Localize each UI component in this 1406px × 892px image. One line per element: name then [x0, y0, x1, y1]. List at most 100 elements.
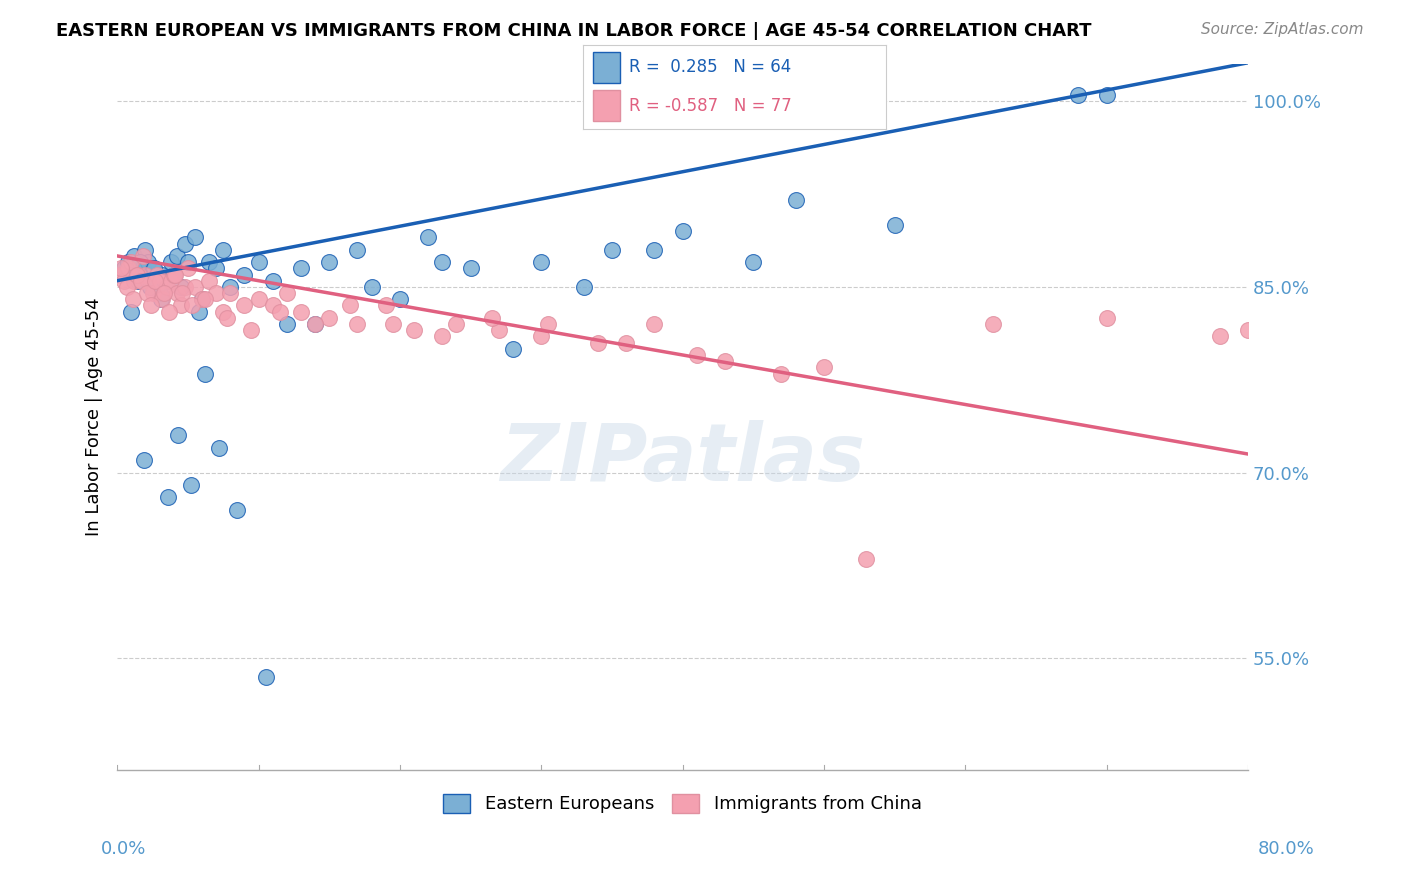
Point	[163, 268, 186, 282]
Point	[262, 274, 284, 288]
Point	[212, 304, 235, 318]
Bar	[592, 53, 620, 83]
Point	[219, 286, 242, 301]
Point	[145, 280, 167, 294]
Point	[217, 310, 239, 325]
Point	[600, 243, 623, 257]
Point	[194, 367, 217, 381]
Point	[157, 491, 180, 505]
Point	[226, 502, 249, 516]
Point	[219, 280, 242, 294]
Point	[1308, 317, 1330, 331]
Point	[177, 261, 200, 276]
Point	[290, 304, 312, 318]
Point	[132, 453, 155, 467]
Point	[122, 249, 145, 263]
Point	[537, 317, 560, 331]
Point	[643, 317, 665, 331]
Point	[290, 261, 312, 276]
Point	[685, 348, 707, 362]
Point	[586, 335, 609, 350]
Point	[174, 280, 197, 294]
Point	[339, 298, 361, 312]
Point	[124, 268, 146, 282]
Text: ZIPatlas: ZIPatlas	[501, 420, 865, 499]
Point	[160, 274, 183, 288]
Point	[153, 286, 176, 301]
Point	[120, 255, 142, 269]
Point	[120, 268, 142, 282]
Point	[159, 304, 181, 318]
Point	[181, 298, 204, 312]
Point	[1378, 466, 1400, 480]
Point	[254, 670, 277, 684]
Point	[304, 317, 326, 331]
Point	[136, 255, 159, 269]
Point	[165, 268, 187, 282]
Point	[141, 286, 163, 301]
Point	[112, 261, 135, 276]
Point	[262, 298, 284, 312]
Point	[488, 323, 510, 337]
Point	[360, 280, 382, 294]
Point	[416, 230, 439, 244]
Point	[374, 298, 396, 312]
Text: R = -0.587   N = 77: R = -0.587 N = 77	[628, 96, 792, 114]
Point	[170, 280, 193, 294]
Point	[714, 354, 737, 368]
Point	[205, 261, 228, 276]
Point	[149, 274, 172, 288]
Point	[198, 255, 221, 269]
Point	[136, 274, 159, 288]
Point	[117, 261, 139, 276]
Point	[983, 317, 1005, 331]
Point	[131, 261, 153, 276]
Point	[131, 249, 153, 263]
Point	[163, 268, 186, 282]
Point	[402, 323, 425, 337]
Point	[139, 298, 162, 312]
Point	[432, 329, 454, 343]
Point	[156, 274, 179, 288]
Point	[125, 268, 148, 282]
Point	[188, 304, 211, 318]
Point	[120, 304, 142, 318]
Point	[152, 292, 174, 306]
Point	[198, 274, 221, 288]
Point	[481, 310, 503, 325]
Bar	[592, 90, 620, 120]
Point	[1265, 342, 1288, 356]
Point	[166, 249, 188, 263]
Point	[205, 286, 228, 301]
Text: EASTERN EUROPEAN VS IMMIGRANTS FROM CHINA IN LABOR FORCE | AGE 45-54 CORRELATION: EASTERN EUROPEAN VS IMMIGRANTS FROM CHIN…	[56, 22, 1091, 40]
Point	[170, 298, 193, 312]
Y-axis label: In Labor Force | Age 45-54: In Labor Force | Age 45-54	[86, 298, 103, 536]
Point	[1095, 88, 1118, 103]
Point	[502, 342, 524, 356]
Text: Source: ZipAtlas.com: Source: ZipAtlas.com	[1201, 22, 1364, 37]
Point	[117, 255, 139, 269]
Point	[1067, 88, 1090, 103]
Point	[240, 323, 263, 337]
Point	[108, 268, 131, 282]
Legend: Eastern Europeans, Immigrants from China: Eastern Europeans, Immigrants from China	[436, 787, 929, 821]
Point	[134, 243, 156, 257]
Point	[110, 261, 132, 276]
Text: R =  0.285   N = 64: R = 0.285 N = 64	[628, 59, 792, 77]
Point	[145, 268, 167, 282]
Point	[446, 317, 468, 331]
Point	[160, 255, 183, 269]
Point	[1208, 329, 1230, 343]
Point	[129, 274, 152, 288]
Point	[855, 552, 877, 566]
Point	[166, 286, 188, 301]
Point	[208, 441, 231, 455]
Point	[184, 280, 207, 294]
Point	[530, 329, 553, 343]
Point	[128, 255, 150, 269]
Point	[276, 317, 298, 331]
Point	[432, 255, 454, 269]
Point	[127, 274, 149, 288]
Point	[152, 268, 174, 282]
Point	[122, 274, 145, 288]
